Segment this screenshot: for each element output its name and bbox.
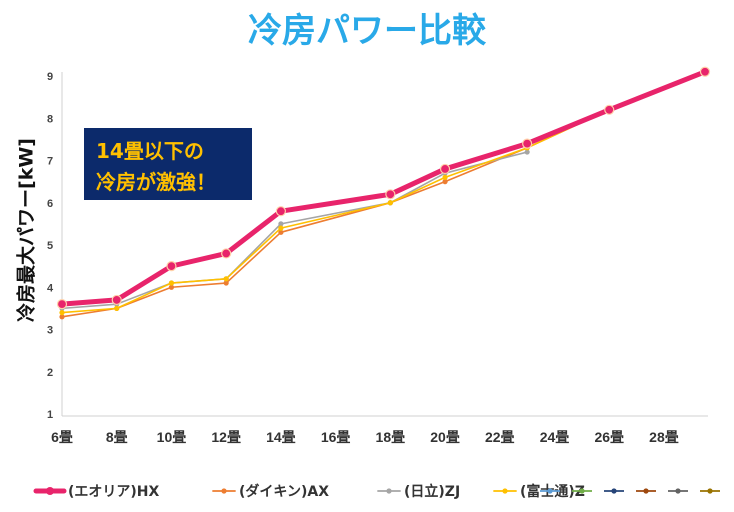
legend-swatch-marker (46, 487, 54, 495)
legend-swatch-marker (579, 488, 585, 494)
x-ticks: 6畳 8畳 10畳 12畳 14畳 16畳 18畳 20畳 22畳 24畳 26畳 28畳 (51, 429, 679, 445)
x-tick-label: 24畳 (540, 429, 570, 445)
series-line (59, 69, 708, 307)
legend-swatch-marker (643, 488, 649, 494)
series-layer (56, 66, 711, 320)
axes (61, 72, 708, 417)
legend-swatch-marker (611, 488, 617, 494)
x-tick-label: 12畳 (211, 429, 241, 445)
legend-item (604, 488, 624, 494)
annotation-box (84, 128, 252, 200)
data-point (442, 174, 448, 180)
data-point (221, 248, 232, 259)
data-point (278, 221, 284, 227)
data-point (522, 138, 533, 149)
y-axis-label: 冷房最大パワー[kW] (15, 138, 38, 322)
x-tick-label: 28畳 (649, 429, 679, 445)
y-tick-label: 3 (47, 325, 53, 337)
annotation-callout: 14畳以下の 冷房が激強！ (84, 128, 252, 200)
data-point (111, 294, 122, 306)
legend-item (636, 488, 656, 494)
y-ticks: 1 2 3 4 5 6 7 8 9 (47, 71, 54, 421)
data-point (168, 284, 175, 290)
legend-item (572, 488, 592, 494)
data-point (59, 310, 65, 316)
data-point (278, 225, 284, 231)
series-line (61, 151, 528, 310)
data-point (275, 206, 286, 217)
legend-item (700, 488, 720, 494)
data-point (439, 163, 451, 175)
data-point (114, 305, 120, 311)
annotation-line-1: 14畳以下の (96, 139, 204, 163)
x-tick-label: 10畳 (157, 429, 187, 445)
y-tick-label: 6 (47, 198, 53, 210)
legend-item (668, 488, 688, 494)
data-point (524, 149, 530, 155)
x-tick-label: 6畳 (51, 429, 73, 445)
data-point (442, 179, 448, 185)
legend-swatch-marker (707, 488, 713, 494)
data-point (604, 104, 615, 115)
legend: (エオリア)HX (ダイキン)AX (日立)ZJ (富士通)Z (33, 483, 720, 500)
legend-item: (ダイキン)AX (212, 483, 329, 500)
y-axis-label-group: 冷房最大パワー[kW] (15, 138, 38, 322)
y-tick-label: 9 (47, 71, 53, 83)
legend-swatch-marker (221, 488, 227, 494)
data-point (168, 280, 175, 286)
legend-item: (日立)ZJ (377, 483, 460, 500)
data-point (223, 280, 229, 286)
legend-item: (エオリア)HX (33, 484, 160, 500)
y-tick-label: 1 (47, 409, 53, 421)
data-point (385, 189, 396, 200)
data-point (278, 229, 284, 235)
x-tick-label: 26畳 (594, 429, 624, 445)
data-point (59, 314, 65, 320)
data-point (166, 261, 177, 272)
legend-label: (エオリア)HX (68, 484, 160, 500)
legend-swatch-marker (386, 488, 392, 494)
y-tick-label: 4 (47, 282, 54, 294)
legend-label: (ダイキン)AX (239, 483, 329, 500)
annotation-line-2: 冷房が激強！ (96, 170, 216, 194)
x-tick-label: 20畳 (430, 429, 460, 445)
x-tick-label: 18畳 (376, 429, 406, 445)
series-1 (56, 66, 711, 310)
x-tick-label: 14畳 (266, 429, 296, 445)
data-point (699, 66, 711, 77)
data-point (223, 276, 229, 282)
chart-title: 冷房パワー比較 (248, 11, 487, 51)
x-tick-label: 8畳 (106, 429, 128, 445)
legend-swatch-marker (675, 488, 681, 494)
x-tick-label: 22畳 (485, 429, 515, 445)
legend-label: (日立)ZJ (404, 483, 460, 500)
legend-swatch-marker (502, 488, 508, 494)
data-point (387, 200, 393, 206)
y-tick-label: 8 (47, 113, 53, 125)
legend-swatch-marker (547, 488, 553, 494)
y-tick-label: 2 (47, 367, 53, 379)
x-tick-label: 16畳 (321, 429, 351, 445)
legend-item: (富士通)Z (493, 483, 585, 500)
y-tick-label: 7 (47, 156, 53, 168)
data-point (56, 299, 68, 310)
y-tick-label: 5 (47, 240, 53, 252)
legend-item (540, 488, 560, 494)
